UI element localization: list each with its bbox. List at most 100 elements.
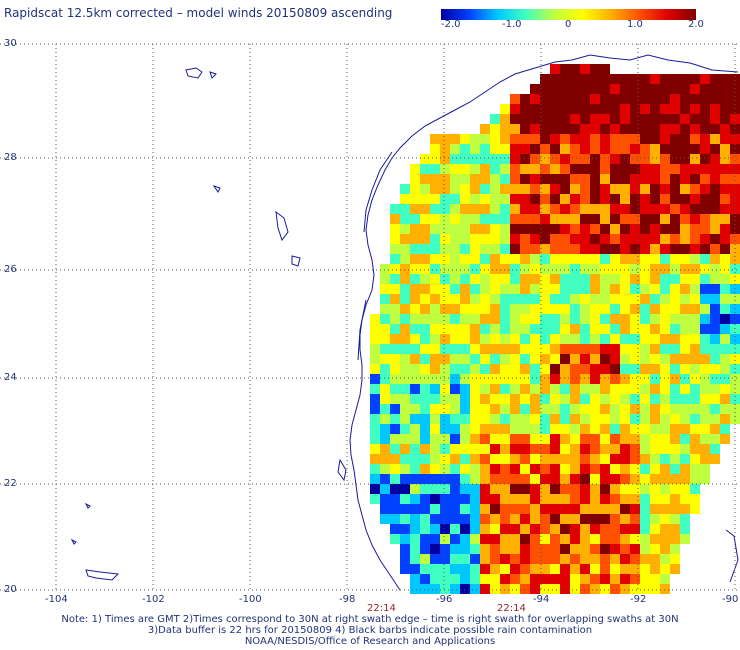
swath-cell (550, 134, 560, 144)
swath-cell (420, 204, 430, 214)
swath-cell (670, 474, 680, 484)
swath-cell (630, 374, 640, 384)
swath-cell (380, 394, 390, 404)
swath-cell (530, 324, 540, 334)
swath-cell (610, 444, 620, 454)
swath-cell (590, 314, 600, 324)
swath-cell (530, 424, 540, 434)
swath-cell (650, 244, 660, 254)
swath-cell (630, 304, 640, 314)
swath-cell (600, 484, 610, 494)
swath-cell (460, 174, 470, 184)
swath-cell (520, 334, 530, 344)
swath-cell (640, 434, 650, 444)
swath-cell (690, 84, 700, 94)
swath-cell (690, 244, 700, 254)
swath-cell (500, 514, 510, 524)
swath-cell (440, 314, 450, 324)
swath-cell (410, 354, 420, 364)
swath-cell (520, 554, 530, 564)
swath-cell (400, 304, 410, 314)
swath-cell (590, 124, 600, 134)
swath-cell (450, 574, 460, 584)
swath-cell (540, 164, 550, 174)
swath-cell (660, 104, 670, 114)
swath-cell (540, 374, 550, 384)
swath-cell (610, 524, 620, 534)
swath-cell (680, 84, 690, 94)
swath-cell (370, 334, 380, 344)
swath-cell (580, 264, 590, 274)
swath-cell (610, 354, 620, 364)
swath-cell (440, 294, 450, 304)
swath-cell (460, 544, 470, 554)
swath-cell (410, 494, 420, 504)
swath-cell (380, 274, 390, 284)
inland-lake (212, 185, 221, 193)
swath-cell (580, 454, 590, 464)
swath-cell (590, 394, 600, 404)
swath-cell (710, 74, 720, 84)
swath-cell (610, 544, 620, 554)
swath-cell (590, 514, 600, 524)
swath-cell (710, 284, 720, 294)
swath-cell (650, 174, 660, 184)
swath-cell (570, 124, 580, 134)
swath-cell (410, 274, 420, 284)
swath-cell (530, 164, 540, 174)
swath-cell (550, 364, 560, 374)
swath-cell (540, 454, 550, 464)
swath-cell (560, 344, 570, 354)
swath-cell (710, 154, 720, 164)
swath-cell (420, 534, 430, 544)
swath-cell (640, 234, 650, 244)
swath-cell (370, 474, 380, 484)
swath-cell (590, 574, 600, 584)
swath-cell (420, 174, 430, 184)
swath-cell (700, 374, 710, 384)
swath-cell (600, 524, 610, 534)
swath-cell (470, 504, 480, 514)
swath-cell (520, 204, 530, 214)
swath-cell (610, 374, 620, 384)
swath-cell (570, 394, 580, 404)
swath-cell (430, 574, 440, 584)
swath-cell (710, 314, 720, 324)
swath-cell (650, 464, 660, 474)
swath-cell (600, 274, 610, 284)
swath-cell (500, 454, 510, 464)
swath-cell (600, 194, 610, 204)
swath-cell (690, 174, 700, 184)
swath-cell (570, 144, 580, 154)
swath-cell (630, 314, 640, 324)
swath-cell (720, 104, 730, 114)
swath-cell (510, 354, 520, 364)
swath-cell (520, 134, 530, 144)
swath-cell (690, 374, 700, 384)
swath-cell (460, 584, 470, 594)
swath-cell (520, 254, 530, 264)
swath-cell (640, 274, 650, 284)
swath-cell (590, 584, 600, 594)
swath-cell (570, 154, 580, 164)
swath-cell (700, 154, 710, 164)
swath-cell (480, 474, 490, 484)
swath-cell (600, 344, 610, 354)
swath-cell (500, 494, 510, 504)
swath-cell (610, 414, 620, 424)
swath-cell (530, 534, 540, 544)
swath-cell (600, 354, 610, 364)
swath-cell (410, 324, 420, 334)
swath-cell (720, 144, 730, 154)
swath-cell (730, 134, 740, 144)
swath-cell (540, 114, 550, 124)
swath-cell (600, 564, 610, 574)
swath-cell (710, 404, 720, 414)
swath-cell (570, 274, 580, 284)
swath-cell (580, 294, 590, 304)
swath-cell (560, 234, 570, 244)
swath-cell (550, 474, 560, 484)
swath-cell (530, 284, 540, 294)
swath-cell (620, 264, 630, 274)
swath-cell (400, 204, 410, 214)
